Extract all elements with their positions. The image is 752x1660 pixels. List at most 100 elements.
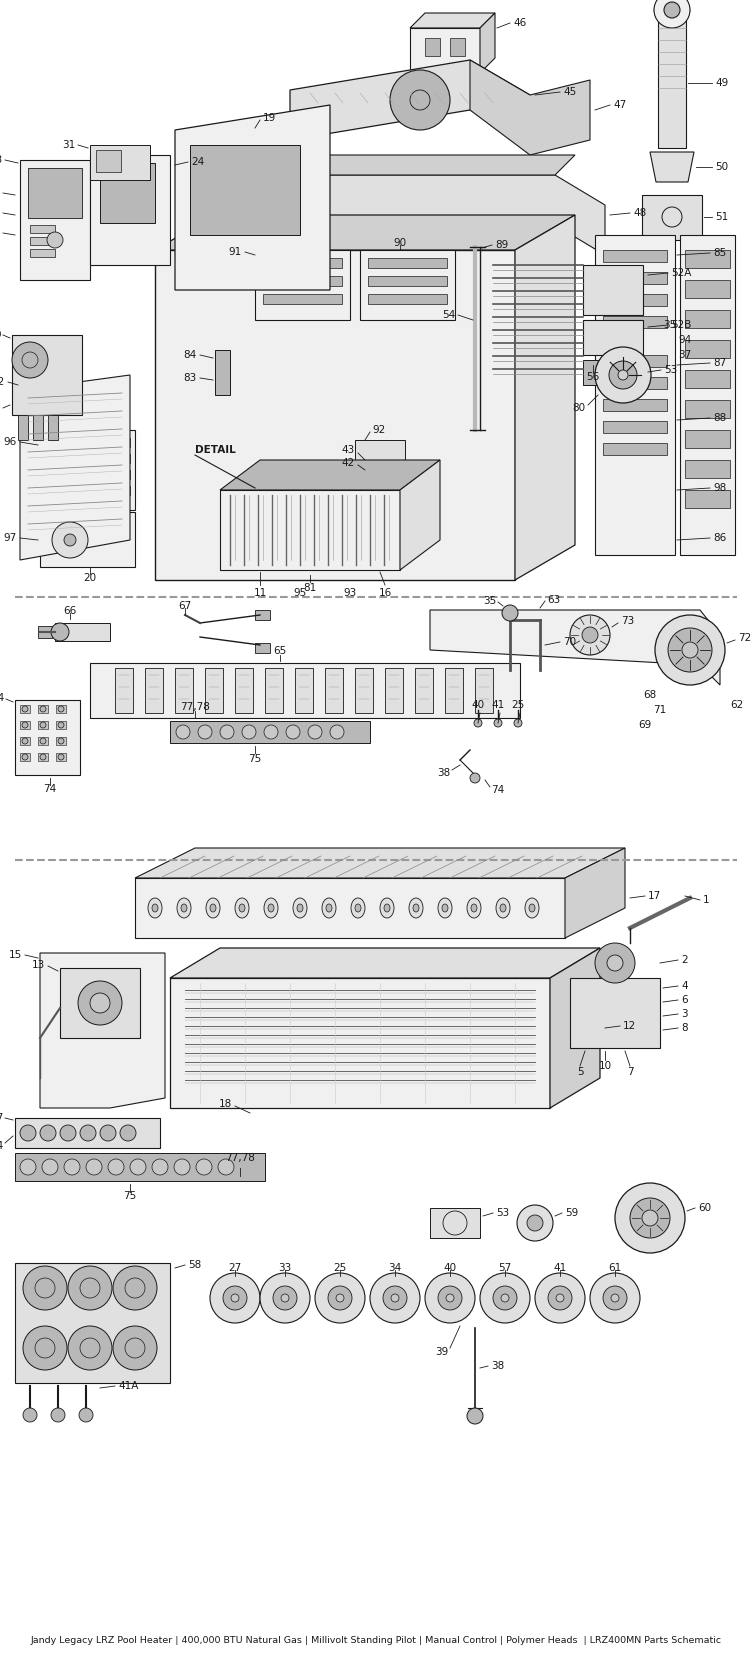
Circle shape	[176, 725, 190, 739]
Ellipse shape	[152, 905, 158, 911]
Circle shape	[264, 725, 278, 739]
Bar	[90, 154, 170, 266]
Circle shape	[391, 1295, 399, 1301]
Text: 8: 8	[681, 1023, 687, 1033]
Bar	[90, 662, 520, 719]
Text: 69: 69	[638, 720, 652, 730]
Text: 80: 80	[572, 403, 585, 413]
Circle shape	[446, 1295, 454, 1301]
Bar	[175, 667, 193, 714]
Text: 25: 25	[333, 1263, 347, 1273]
Text: 18: 18	[219, 1099, 232, 1109]
Text: 39: 39	[435, 1346, 448, 1356]
Circle shape	[517, 1205, 553, 1242]
Bar	[170, 720, 370, 744]
Bar	[385, 667, 403, 714]
Bar	[295, 667, 313, 714]
Circle shape	[68, 1326, 112, 1370]
Ellipse shape	[467, 898, 481, 918]
Circle shape	[22, 739, 28, 744]
Polygon shape	[305, 154, 575, 174]
Bar	[360, 251, 455, 320]
Circle shape	[609, 360, 637, 388]
Polygon shape	[515, 216, 575, 579]
Bar	[38, 626, 52, 637]
Circle shape	[655, 614, 725, 686]
Bar	[685, 430, 730, 448]
Polygon shape	[40, 953, 165, 1107]
Circle shape	[40, 1125, 56, 1140]
Text: 51: 51	[715, 212, 728, 222]
Circle shape	[556, 1295, 564, 1301]
Circle shape	[474, 719, 482, 727]
Bar	[658, 18, 686, 148]
Bar	[38, 737, 48, 745]
Circle shape	[80, 1125, 96, 1140]
Circle shape	[383, 1286, 407, 1310]
Bar	[263, 276, 342, 286]
Bar	[430, 1208, 480, 1238]
Text: 64: 64	[0, 692, 4, 702]
Text: 66: 66	[63, 606, 77, 616]
Circle shape	[527, 1215, 543, 1232]
Text: 44: 44	[0, 403, 1, 413]
Bar	[583, 266, 643, 315]
Circle shape	[23, 1326, 67, 1370]
Text: 98: 98	[713, 483, 726, 493]
Circle shape	[595, 347, 651, 403]
Text: 86: 86	[713, 533, 726, 543]
Text: 70: 70	[563, 637, 576, 647]
Text: 85: 85	[713, 247, 726, 257]
Bar	[33, 415, 43, 440]
Circle shape	[86, 1159, 102, 1175]
Circle shape	[603, 1286, 627, 1310]
Text: 2: 2	[681, 954, 687, 964]
Circle shape	[286, 725, 300, 739]
Circle shape	[438, 1286, 462, 1310]
Text: 62: 62	[730, 701, 743, 710]
Bar	[20, 159, 90, 281]
Circle shape	[494, 719, 502, 727]
Circle shape	[60, 1125, 76, 1140]
Text: 27: 27	[229, 1263, 241, 1273]
Bar	[38, 754, 48, 760]
Circle shape	[582, 627, 598, 642]
Text: 60: 60	[698, 1204, 711, 1213]
Bar	[205, 667, 223, 714]
Bar	[45, 438, 130, 447]
Circle shape	[328, 1286, 352, 1310]
Ellipse shape	[438, 898, 452, 918]
Circle shape	[130, 1159, 146, 1175]
Bar	[190, 144, 300, 236]
Circle shape	[64, 535, 76, 546]
Circle shape	[615, 1184, 685, 1253]
Circle shape	[20, 1125, 36, 1140]
Bar	[603, 377, 667, 388]
Text: 73: 73	[621, 616, 634, 626]
Text: 87: 87	[713, 359, 726, 369]
Circle shape	[570, 614, 610, 656]
Text: 41: 41	[553, 1263, 566, 1273]
Circle shape	[260, 1273, 310, 1323]
Bar	[583, 320, 643, 355]
Bar	[48, 415, 58, 440]
Text: 41: 41	[491, 701, 505, 710]
Polygon shape	[220, 460, 440, 490]
Circle shape	[682, 642, 698, 657]
Circle shape	[595, 943, 635, 983]
Text: 12: 12	[623, 1021, 636, 1031]
Bar	[20, 706, 30, 714]
Text: 81: 81	[303, 583, 317, 593]
Text: 40: 40	[472, 701, 484, 710]
Circle shape	[390, 70, 450, 129]
Circle shape	[315, 1273, 365, 1323]
Bar	[603, 294, 667, 305]
Text: 95: 95	[293, 588, 307, 598]
Bar	[685, 370, 730, 388]
Bar	[355, 667, 373, 714]
Text: 17: 17	[648, 891, 661, 901]
Text: 7: 7	[626, 1067, 633, 1077]
Bar	[145, 667, 163, 714]
Bar	[56, 706, 66, 714]
Circle shape	[20, 1159, 36, 1175]
